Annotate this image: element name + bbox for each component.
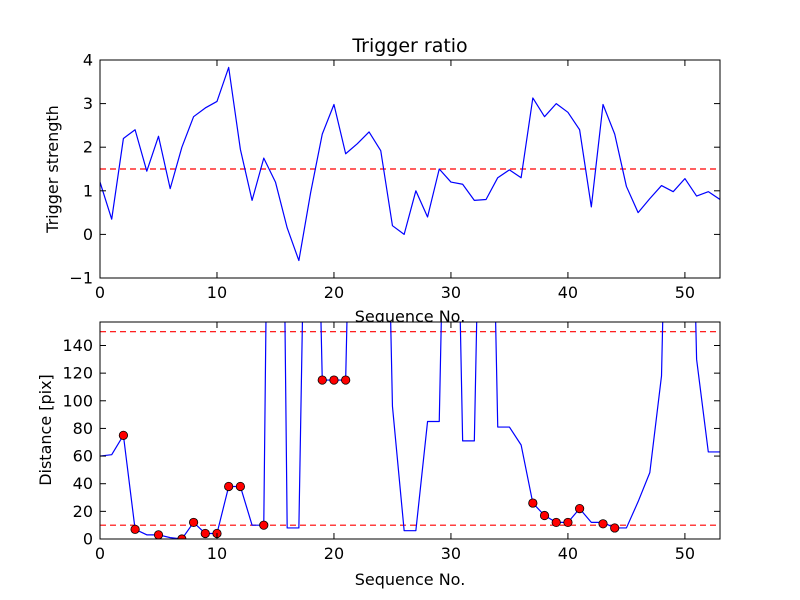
chart-title: Trigger ratio xyxy=(351,35,467,57)
trigger-y-tick-label: 0 xyxy=(83,225,93,244)
distance-x-tick-label: 20 xyxy=(324,544,344,563)
distance-x-tick-label: 10 xyxy=(207,544,227,563)
trigger-y-tick-label: −1 xyxy=(69,269,93,288)
distance-y-tick-label: 20 xyxy=(73,502,93,521)
distance-plot-area xyxy=(100,322,720,539)
trigger-x-tick-label: 10 xyxy=(207,283,227,302)
distance-marker-point xyxy=(153,530,164,539)
trigger-y-tick-label: 2 xyxy=(83,138,93,157)
trigger-y-tick-label: 4 xyxy=(83,51,93,70)
distance-x-tick-label: 50 xyxy=(675,544,695,563)
distance-data-layer xyxy=(100,322,720,539)
trigger-x-tick-label: 50 xyxy=(675,283,695,302)
distance-marker-point xyxy=(317,375,327,385)
distance-y-tick-label: 140 xyxy=(62,336,93,355)
distance-marker-point xyxy=(563,517,573,528)
distance-marker-point xyxy=(539,510,550,521)
distance-x-tick-label: 40 xyxy=(558,544,578,563)
distance-x-tick-label: 0 xyxy=(95,544,105,563)
distance-y-tick-label: 80 xyxy=(73,419,93,438)
distance-y-tick-label: 0 xyxy=(83,530,93,549)
distance-x-axis-label: Sequence No. xyxy=(355,570,466,589)
distance-marker-point xyxy=(341,375,351,385)
distance-marker-point xyxy=(259,520,269,530)
distance-marker-point xyxy=(575,503,585,514)
distance-marker-point xyxy=(598,519,608,529)
distance-marker-point xyxy=(224,481,234,492)
distance-marker-point xyxy=(329,375,339,385)
trigger-data-layer xyxy=(100,66,720,262)
distance-marker-point xyxy=(551,517,561,528)
distance-marker-point xyxy=(118,430,128,440)
distance-marker-point xyxy=(610,523,620,533)
trigger-x-tick-label: 40 xyxy=(558,283,578,302)
distance-y-axis-label: Distance [pix] xyxy=(36,374,55,486)
distance-plot-frame xyxy=(99,321,721,540)
trigger-x-tick-label: 30 xyxy=(441,283,461,302)
distance-marker-point xyxy=(200,528,210,539)
distance-chart: 0 10 20 30 40 50 0 20 40 60 80 100 120 140 Sequence N… xyxy=(36,321,721,589)
distance-marker-point xyxy=(130,524,140,534)
trigger-x-axis-label: Sequence No. xyxy=(355,307,466,326)
distance-axes: 0 10 20 30 40 50 0 20 40 60 80 100 120 140 xyxy=(62,322,720,563)
distance-y-tick-label: 120 xyxy=(62,364,93,383)
trigger-series-line-0 xyxy=(100,66,720,262)
trigger-x-tick-label: 20 xyxy=(324,283,344,302)
trigger-plot-frame xyxy=(99,59,721,279)
distance-marker-point xyxy=(235,481,245,492)
trigger-y-tick-label: 3 xyxy=(83,94,93,113)
trigger-y-tick-label: 1 xyxy=(83,181,93,200)
distance-marker-point xyxy=(528,498,538,508)
distance-marker-point xyxy=(188,517,199,528)
trigger-x-tick-label: 0 xyxy=(95,283,105,302)
distance-x-tick-label: 30 xyxy=(441,544,461,563)
distance-y-tick-label: 100 xyxy=(62,391,93,410)
trigger-y-axis-label: Trigger strength xyxy=(43,105,62,234)
distance-y-tick-label: 40 xyxy=(73,474,93,493)
distance-y-tick-label: 60 xyxy=(73,447,93,466)
